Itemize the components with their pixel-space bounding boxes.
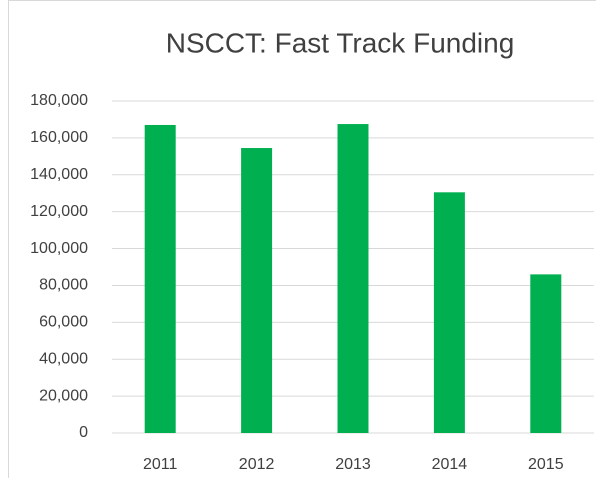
y-tick-label: 40,000 — [39, 350, 88, 367]
bar — [144, 124, 176, 433]
y-tick-label: 60,000 — [39, 314, 88, 331]
y-tick-label: 100,000 — [30, 240, 88, 257]
y-tick-label: 160,000 — [30, 129, 88, 146]
y-tick-label: 120,000 — [30, 203, 88, 220]
bar — [530, 274, 562, 433]
bar — [433, 192, 465, 433]
y-tick-label: 0 — [79, 424, 88, 441]
chart-border — [8, 0, 596, 478]
bar — [337, 124, 369, 434]
chart-title: NSCCT: Fast Track Funding — [166, 27, 515, 58]
x-tick-label: 2013 — [335, 456, 371, 473]
x-tick-label: 2014 — [432, 456, 468, 473]
x-tick-label: 2015 — [528, 456, 564, 473]
y-tick-label: 180,000 — [30, 92, 88, 109]
y-tick-label: 140,000 — [30, 166, 88, 183]
bar — [241, 148, 273, 434]
y-tick-label: 80,000 — [39, 277, 88, 294]
x-tick-label: 2011 — [143, 456, 178, 473]
x-tick-label: 2012 — [239, 456, 275, 473]
y-tick-label: 20,000 — [39, 387, 88, 404]
